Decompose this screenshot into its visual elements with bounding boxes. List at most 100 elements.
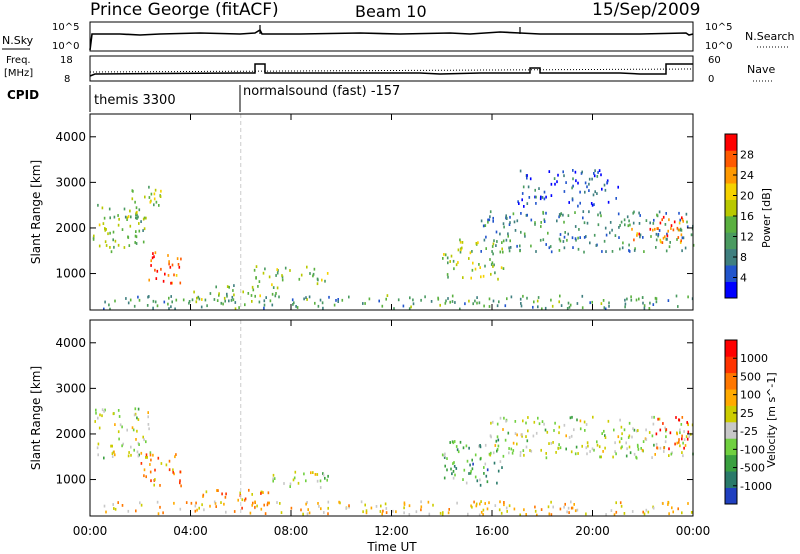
data-cell: [442, 511, 444, 514]
data-cell: [324, 476, 326, 480]
y-tick-label: 3000: [55, 175, 86, 189]
data-cell: [447, 261, 449, 265]
data-cell: [157, 512, 160, 516]
data-cell: [505, 214, 507, 218]
data-cell: [114, 453, 116, 457]
data-cell: [196, 296, 198, 300]
data-cell: [96, 446, 99, 450]
data-cell: [605, 513, 607, 516]
data-cell: [643, 250, 645, 253]
colorbar-swatch: [725, 471, 737, 488]
data-cell: [148, 278, 150, 282]
data-cell: [602, 450, 604, 453]
data-cell: [482, 224, 485, 228]
data-cell: [165, 463, 168, 467]
data-cell: [685, 212, 688, 216]
data-cell: [143, 438, 145, 442]
data-cell: [209, 504, 211, 508]
data-cell: [397, 298, 400, 302]
data-cell: [196, 508, 198, 512]
data-cell: [548, 170, 551, 173]
data-cell: [484, 443, 487, 447]
data-cell: [247, 292, 250, 295]
data-cell: [506, 297, 508, 301]
data-cell: [154, 300, 157, 304]
data-cell: [314, 473, 317, 476]
data-cell: [526, 176, 528, 180]
data-cell: [149, 463, 151, 466]
data-cell: [173, 501, 175, 505]
data-cell: [251, 503, 253, 507]
data-cell: [428, 512, 431, 516]
data-cell: [262, 491, 264, 494]
data-cell: [129, 209, 131, 213]
data-cell: [665, 428, 668, 431]
data-cell: [671, 506, 673, 510]
data-cell: [104, 228, 106, 232]
data-cell: [604, 188, 607, 192]
nsky-label: N.Sky: [2, 34, 34, 47]
data-cell: [472, 462, 474, 466]
data-cell: [455, 263, 458, 267]
data-cell: [563, 174, 565, 178]
data-cell: [598, 169, 601, 172]
data-cell: [593, 233, 596, 237]
data-cell: [596, 192, 598, 195]
colorbar-tick-label: 12: [740, 231, 754, 244]
data-cell: [318, 505, 320, 508]
data-cell: [667, 299, 670, 302]
cpid-segment-label: normalsound (fast) -157: [243, 84, 400, 99]
data-cell: [654, 453, 656, 456]
data-cell: [604, 307, 607, 311]
data-cell: [439, 511, 442, 515]
data-cell: [420, 505, 423, 509]
data-cell: [574, 170, 577, 174]
data-cell: [244, 497, 247, 501]
x-tick-label: 20:00: [575, 524, 610, 538]
data-cell: [645, 438, 648, 441]
data-cell: [607, 200, 610, 204]
data-cell: [520, 302, 522, 305]
data-cell: [624, 302, 627, 306]
data-cell: [564, 502, 566, 506]
data-cell: [294, 470, 297, 474]
data-cell: [605, 250, 607, 253]
data-cell: [510, 295, 513, 299]
data-cell: [145, 475, 147, 479]
data-cell: [543, 197, 546, 201]
data-cell: [364, 302, 366, 305]
data-cell: [630, 298, 633, 302]
data-cell: [525, 445, 528, 449]
data-cell: [118, 217, 120, 221]
data-cell: [228, 299, 230, 303]
data-cell: [215, 505, 217, 508]
data-cell: [633, 428, 636, 432]
data-cell: [624, 305, 626, 309]
data-cell: [593, 203, 595, 206]
data-cell: [628, 219, 630, 223]
data-cell: [600, 455, 602, 459]
x-tick-label: 16:00: [475, 524, 510, 538]
data-cell: [665, 249, 668, 253]
data-cell: [109, 246, 111, 249]
data-cell: [159, 195, 162, 198]
data-cell: [516, 244, 518, 248]
data-cell: [618, 440, 621, 444]
colorbar-swatch: [725, 405, 737, 423]
data-cell: [95, 408, 97, 412]
data-cell: [659, 428, 662, 432]
data-cell: [612, 455, 614, 459]
data-cell: [251, 285, 254, 289]
data-cell: [609, 231, 611, 235]
data-cell: [303, 472, 305, 476]
data-cell: [577, 236, 579, 240]
data-cell: [682, 454, 684, 458]
data-cell: [317, 502, 319, 505]
data-cell: [448, 508, 450, 511]
data-cell: [492, 219, 494, 223]
data-cell: [321, 301, 324, 305]
data-cell: [659, 221, 662, 225]
data-cell: [455, 467, 458, 470]
data-cell: [403, 501, 406, 505]
data-cell: [135, 509, 137, 513]
